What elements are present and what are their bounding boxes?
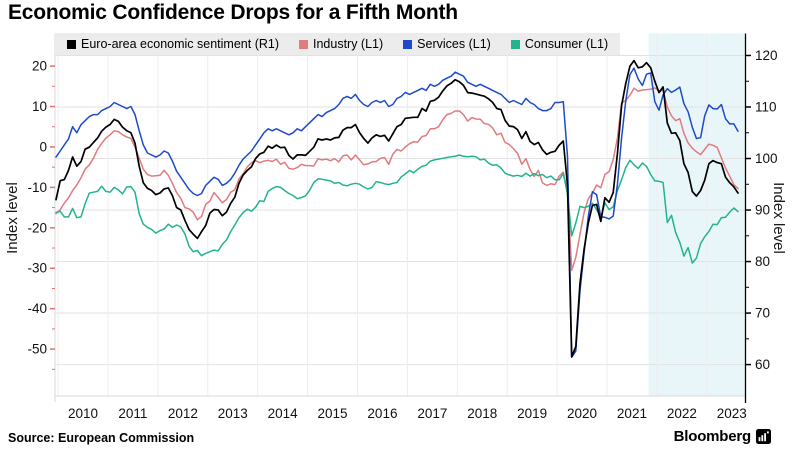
year-label: 2020 — [567, 406, 597, 421]
consumer-swatch-icon — [510, 39, 520, 49]
year-label: 2011 — [118, 406, 147, 421]
plot-borders — [54, 33, 747, 403]
legend-label-services: Services (L1) — [417, 37, 491, 51]
chart-legend: Euro-area economic sentiment (R1) Indust… — [55, 33, 621, 55]
industry-swatch-icon — [299, 39, 308, 49]
left-axis-tick-label: -40 — [27, 301, 47, 316]
year-label: 2010 — [68, 406, 98, 421]
page-title: Economic Confidence Drops for a Fifth Mo… — [8, 1, 458, 24]
bloomberg-terminal-icon — [756, 429, 771, 444]
services-line — [55, 67, 739, 358]
year-label: 2023 — [717, 406, 747, 421]
left-axis-tick-label: 20 — [32, 59, 47, 74]
series-lines — [55, 59, 739, 358]
legend-label-industry: Industry (L1) — [313, 37, 384, 51]
legend-item-industry: Industry (L1) — [299, 37, 383, 51]
year-label: 2012 — [168, 406, 198, 421]
left-axis-tick-label: -50 — [27, 342, 47, 357]
year-label: 2018 — [467, 406, 497, 421]
year-label: 2017 — [417, 406, 447, 421]
left-axis-tick-label: 10 — [32, 99, 47, 114]
source-attribution: Source: European Commission — [8, 431, 195, 445]
legend-item-sentiment: Euro-area economic sentiment (R1) — [67, 37, 279, 51]
gridlines — [55, 33, 745, 396]
axis-ticks — [50, 54, 751, 370]
right-axis-tick-label: 100 — [755, 151, 778, 166]
euro-area-economic-sentiment-line — [55, 59, 739, 358]
left-axis-tick-label: -10 — [27, 180, 47, 195]
left-axis-title: Index level — [4, 182, 21, 254]
legend-label-consumer: Consumer (L1) — [524, 37, 609, 51]
legend-item-services: Services (L1) — [403, 37, 491, 51]
sentiment-swatch-icon — [67, 39, 76, 49]
year-label: 2021 — [617, 406, 647, 421]
left-axis-tick-label: 0 — [39, 139, 47, 154]
legend-label-sentiment: Euro-area economic sentiment (R1) — [81, 37, 279, 51]
bloomberg-wordmark: Bloomberg — [673, 428, 752, 445]
year-label: 2019 — [517, 406, 547, 421]
consumer-line — [55, 154, 739, 264]
year-label: 2013 — [218, 406, 248, 421]
right-axis-tick-label: 90 — [755, 203, 770, 218]
services-swatch-icon — [403, 39, 413, 49]
left-axis-tick-label: -20 — [27, 220, 47, 235]
year-labels: 2010 2011 2012 2013 2014 2015 2016 2017 2018 2019… — [68, 406, 747, 421]
year-label: 2014 — [268, 406, 299, 421]
right-axis-tick-label: 80 — [755, 254, 770, 269]
industry-line — [55, 87, 739, 272]
right-axis-title: Index level — [770, 182, 787, 254]
year-label: 2016 — [367, 406, 397, 421]
left-axis-tick-label: -30 — [27, 261, 47, 276]
right-axis-tick-label: 120 — [755, 48, 778, 63]
bloomberg-logo: Bloomberg — [674, 428, 771, 445]
right-axis-tick-label: 60 — [755, 357, 770, 372]
year-label: 2022 — [667, 406, 697, 421]
right-axis-tick-label: 110 — [755, 100, 777, 115]
year-label: 2015 — [318, 406, 348, 421]
legend-item-consumer: Consumer (L1) — [510, 37, 609, 51]
right-axis-tick-label: 70 — [755, 306, 770, 321]
